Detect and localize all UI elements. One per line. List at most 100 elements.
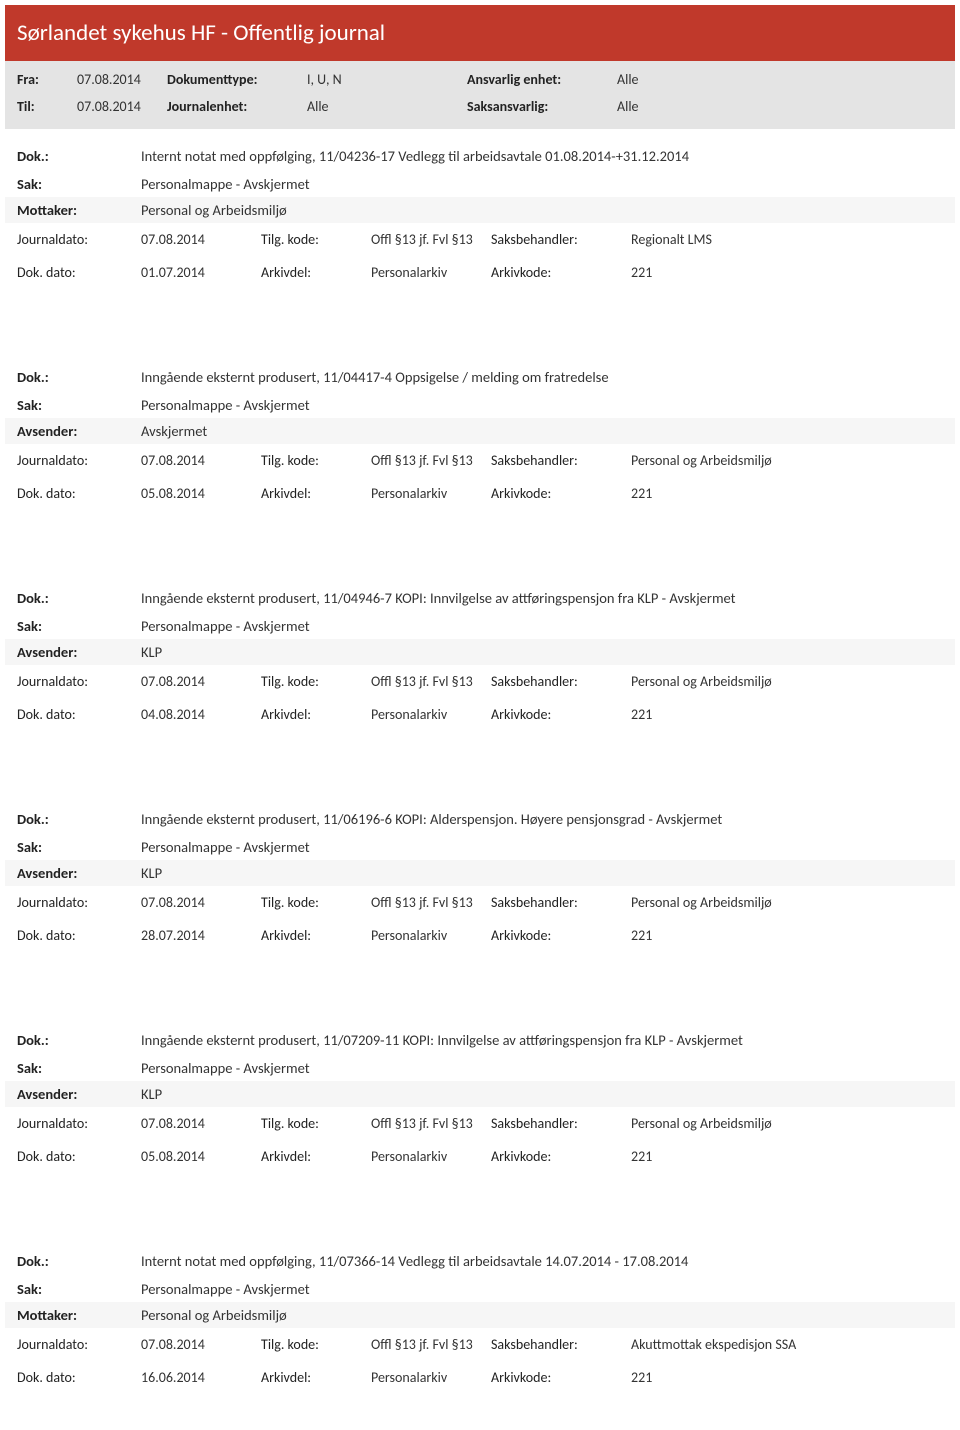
journaldato-value: 07.08.2014 bbox=[141, 1336, 261, 1353]
party-label: Mottaker: bbox=[17, 201, 141, 219]
journal-page: Sørlandet sykehus HF - Offentlig journal… bbox=[0, 0, 960, 1430]
tilgkode-value: Offl §13 jf. Fvl §13 bbox=[371, 231, 491, 248]
saksbehandler-value: Regionalt LMS bbox=[631, 231, 943, 248]
dokdato-label: Dok. dato: bbox=[17, 706, 141, 723]
dokdato-label: Dok. dato: bbox=[17, 264, 141, 281]
entry-divider bbox=[5, 983, 955, 1013]
journalenhet-label: Journalenhet: bbox=[167, 98, 307, 115]
party-value: Avskjermet bbox=[141, 422, 943, 440]
tilgkode-value: Offl §13 jf. Fvl §13 bbox=[371, 894, 491, 911]
journal-entry: Dok.: Inngående eksternt produsert, 11/0… bbox=[5, 792, 955, 983]
dok-label: Dok.: bbox=[17, 368, 141, 386]
party-value: KLP bbox=[141, 1085, 943, 1103]
journal-entry: Dok.: Internt notat med oppfølging, 11/0… bbox=[5, 129, 955, 320]
dokdato-label: Dok. dato: bbox=[17, 927, 141, 944]
dok-value: Internt notat med oppfølging, 11/04236-1… bbox=[141, 147, 943, 165]
journal-entry: Dok.: Internt notat med oppfølging, 11/0… bbox=[5, 1234, 955, 1425]
saksbehandler-label: Saksbehandler: bbox=[491, 673, 631, 690]
arkivkode-label: Arkivkode: bbox=[491, 1148, 631, 1165]
dok-value: Inngående eksternt produsert, 11/04946-7… bbox=[141, 589, 943, 607]
saksbehandler-value: Personal og Arbeidsmiljø bbox=[631, 1115, 943, 1132]
party-value: Personal og Arbeidsmiljø bbox=[141, 1306, 943, 1324]
party-label: Avsender: bbox=[17, 1085, 141, 1103]
arkivdel-label: Arkivdel: bbox=[261, 1369, 371, 1386]
dokdato-value: 01.07.2014 bbox=[141, 264, 261, 281]
dok-value: Internt notat med oppfølging, 11/07366-1… bbox=[141, 1252, 943, 1270]
tilgkode-label: Tilg. kode: bbox=[261, 1115, 371, 1132]
arkivdel-label: Arkivdel: bbox=[261, 1148, 371, 1165]
journaldato-value: 07.08.2014 bbox=[141, 673, 261, 690]
saksbehandler-label: Saksbehandler: bbox=[491, 231, 631, 248]
party-label: Avsender: bbox=[17, 422, 141, 440]
dokdato-label: Dok. dato: bbox=[17, 1148, 141, 1165]
dok-value: Inngående eksternt produsert, 11/04417-4… bbox=[141, 368, 943, 386]
arkivdel-value: Personalarkiv bbox=[371, 485, 491, 502]
arkivkode-label: Arkivkode: bbox=[491, 264, 631, 281]
sak-value: Personalmappe - Avskjermet bbox=[141, 1280, 943, 1298]
til-value: 07.08.2014 bbox=[77, 98, 167, 115]
arkivdel-value: Personalarkiv bbox=[371, 706, 491, 723]
dok-label: Dok.: bbox=[17, 810, 141, 828]
arkivdel-label: Arkivdel: bbox=[261, 264, 371, 281]
dok-label: Dok.: bbox=[17, 147, 141, 165]
arkivkode-label: Arkivkode: bbox=[491, 1369, 631, 1386]
journaldato-value: 07.08.2014 bbox=[141, 231, 261, 248]
doktype-value: I, U, N bbox=[307, 71, 467, 88]
fra-label: Fra: bbox=[17, 71, 77, 88]
fra-value: 07.08.2014 bbox=[77, 71, 167, 88]
entry-divider bbox=[5, 541, 955, 571]
party-label: Avsender: bbox=[17, 643, 141, 661]
dokdato-value: 04.08.2014 bbox=[141, 706, 261, 723]
tilgkode-label: Tilg. kode: bbox=[261, 231, 371, 248]
arkivdel-value: Personalarkiv bbox=[371, 927, 491, 944]
party-value: KLP bbox=[141, 864, 943, 882]
arkivdel-value: Personalarkiv bbox=[371, 264, 491, 281]
tilgkode-label: Tilg. kode: bbox=[261, 452, 371, 469]
journaldato-label: Journaldato: bbox=[17, 673, 141, 690]
tilgkode-value: Offl §13 jf. Fvl §13 bbox=[371, 1336, 491, 1353]
arkivkode-value: 221 bbox=[631, 485, 943, 502]
doktype-label: Dokumenttype: bbox=[167, 71, 307, 88]
sak-value: Personalmappe - Avskjermet bbox=[141, 617, 943, 635]
arkivkode-value: 221 bbox=[631, 1369, 943, 1386]
dokdato-value: 28.07.2014 bbox=[141, 927, 261, 944]
tilgkode-value: Offl §13 jf. Fvl §13 bbox=[371, 673, 491, 690]
sak-label: Sak: bbox=[17, 1280, 141, 1298]
party-value: KLP bbox=[141, 643, 943, 661]
journaldato-value: 07.08.2014 bbox=[141, 894, 261, 911]
arkivkode-label: Arkivkode: bbox=[491, 927, 631, 944]
sak-value: Personalmappe - Avskjermet bbox=[141, 838, 943, 856]
dok-value: Inngående eksternt produsert, 11/06196-6… bbox=[141, 810, 943, 828]
journaldato-value: 07.08.2014 bbox=[141, 1115, 261, 1132]
entries-list: Dok.: Internt notat med oppfølging, 11/0… bbox=[5, 129, 955, 1425]
dok-value: Inngående eksternt produsert, 11/07209-1… bbox=[141, 1031, 943, 1049]
dokdato-value: 05.08.2014 bbox=[141, 485, 261, 502]
entry-divider bbox=[5, 320, 955, 350]
tilgkode-label: Tilg. kode: bbox=[261, 894, 371, 911]
saksansvarlig-value: Alle bbox=[617, 98, 817, 115]
sak-label: Sak: bbox=[17, 1059, 141, 1077]
ansvarlig-value: Alle bbox=[617, 71, 817, 88]
journal-entry: Dok.: Inngående eksternt produsert, 11/0… bbox=[5, 571, 955, 762]
arkivkode-value: 221 bbox=[631, 264, 943, 281]
ansvarlig-label: Ansvarlig enhet: bbox=[467, 71, 617, 88]
dok-label: Dok.: bbox=[17, 1031, 141, 1049]
saksbehandler-value: Personal og Arbeidsmiljø bbox=[631, 673, 943, 690]
entry-divider bbox=[5, 762, 955, 792]
til-label: Til: bbox=[17, 98, 77, 115]
tilgkode-label: Tilg. kode: bbox=[261, 1336, 371, 1353]
sak-label: Sak: bbox=[17, 396, 141, 414]
arkivdel-value: Personalarkiv bbox=[371, 1148, 491, 1165]
journaldato-label: Journaldato: bbox=[17, 231, 141, 248]
sak-value: Personalmappe - Avskjermet bbox=[141, 175, 943, 193]
dok-label: Dok.: bbox=[17, 589, 141, 607]
saksbehandler-label: Saksbehandler: bbox=[491, 452, 631, 469]
journaldato-label: Journaldato: bbox=[17, 452, 141, 469]
dokdato-label: Dok. dato: bbox=[17, 1369, 141, 1386]
journal-entry: Dok.: Inngående eksternt produsert, 11/0… bbox=[5, 1013, 955, 1204]
sak-label: Sak: bbox=[17, 617, 141, 635]
dokdato-value: 05.08.2014 bbox=[141, 1148, 261, 1165]
arkivdel-label: Arkivdel: bbox=[261, 485, 371, 502]
tilgkode-value: Offl §13 jf. Fvl §13 bbox=[371, 1115, 491, 1132]
tilgkode-value: Offl §13 jf. Fvl §13 bbox=[371, 452, 491, 469]
